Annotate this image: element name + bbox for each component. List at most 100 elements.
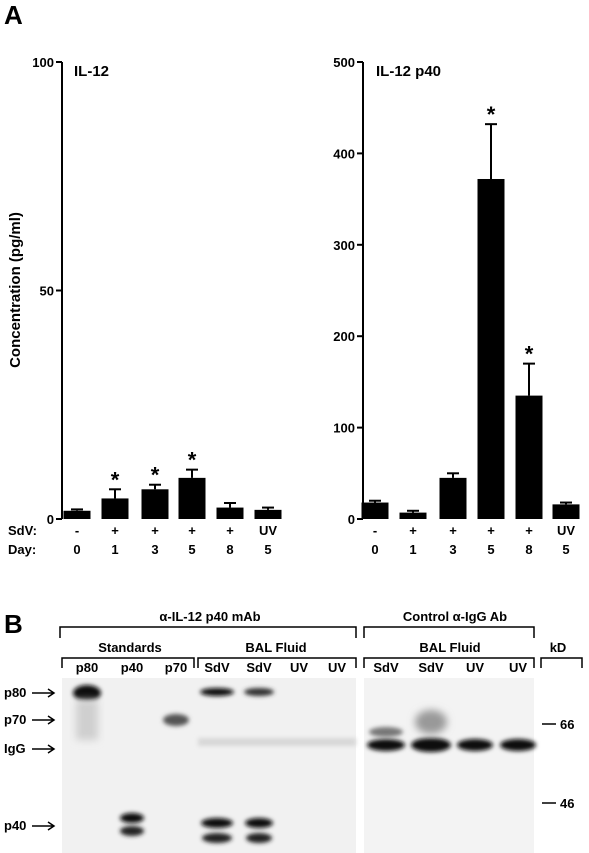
p40-significance-star: * (487, 102, 496, 127)
panel-a-label: A (4, 0, 23, 30)
group-standards: Standards (98, 640, 162, 655)
il12-sdv-label: + (111, 523, 119, 538)
bracket-standards (61, 657, 195, 668)
bracket-right (363, 626, 535, 638)
band-p40-standard-a (120, 813, 144, 823)
p40-title: IL-12 p40 (376, 63, 441, 80)
il12-bar (216, 507, 244, 519)
il12-bar (254, 509, 282, 519)
il12-y-label: Concentration (pg/ml) (7, 212, 24, 368)
kd-66-label: 66 (560, 717, 574, 732)
p40-y-tick-label: 500 (333, 55, 355, 70)
group-bal-left: BAL Fluid (245, 640, 306, 655)
p40-y-tick-label: 300 (333, 238, 355, 253)
blot-bands-right (367, 710, 536, 752)
il12-significance-star: * (188, 448, 197, 473)
il12-y-tick-label: 0 (47, 512, 54, 527)
smear-p80-standard (76, 700, 98, 740)
il12-significance-star: * (151, 463, 160, 488)
p40-y-tick-label: 400 (333, 146, 355, 161)
blot-panel: α-IL-12 p40 mAb Control α-IgG Ab Standar… (4, 609, 583, 853)
il12-day-label: 0 (73, 542, 80, 557)
il12-day-label: 1 (111, 542, 118, 557)
group-bal-right: BAL Fluid (419, 640, 480, 655)
lane-label-sdv-1: SdV (204, 660, 230, 675)
band-p40-sdv-2b (246, 833, 272, 843)
marker-p70-arrow (32, 715, 56, 725)
marker-p70: p70 (4, 712, 26, 727)
p40-bar (552, 504, 580, 519)
il12-sdv-label: + (188, 523, 196, 538)
band-upper-sdv-3 (369, 727, 403, 737)
il12-day-label: 5 (264, 542, 271, 557)
lane-label-sdv-3: SdV (373, 660, 399, 675)
p40-significance-star: * (525, 342, 534, 367)
band-p70-standard (163, 714, 189, 726)
il12-bar (101, 498, 129, 519)
sdv-row-label: SdV: (8, 523, 37, 538)
p40-bar (361, 502, 389, 519)
p40-y-tick-label: 0 (348, 512, 355, 527)
band-p40-sdv-1b (202, 833, 232, 843)
p40-day-label: 0 (371, 542, 378, 557)
band-p80-sdv-2 (244, 688, 274, 696)
il12-bar (63, 510, 91, 519)
p40-sdv-label: UV (557, 523, 575, 538)
p40-bar (399, 512, 427, 519)
p40-sdv-label: + (487, 523, 495, 538)
il12-day-label: 5 (188, 542, 195, 557)
marker-p40-arrow (32, 821, 56, 831)
p40-sdv-label: + (449, 523, 457, 538)
band-igg-faint (198, 738, 356, 746)
p40-day-label: 1 (409, 542, 416, 557)
bracket-kd (540, 657, 583, 668)
band-igg-sdv-4 (411, 738, 451, 752)
smear-sdv-4 (415, 710, 447, 734)
il12-sdv-label: - (75, 523, 79, 538)
p40-y-ticks: 0 100 200 300 400 500 (333, 55, 363, 527)
blot-membrane-right (364, 678, 534, 853)
kd-label: kD (550, 640, 567, 655)
bracket-bal-right (363, 657, 535, 668)
il12-bar (178, 477, 206, 519)
il12-day-label: 3 (151, 542, 158, 557)
p40-bar (477, 178, 505, 519)
il12-bar (141, 489, 169, 519)
p40-bars: - 0 +1 +3 * +5 * +8 UV 5 (361, 102, 580, 557)
p40-day-label: 5 (487, 542, 494, 557)
p40-sdv-label: + (409, 523, 417, 538)
p40-bar (515, 395, 543, 519)
day-row-label: Day: (8, 542, 36, 557)
p40-day-label: 5 (562, 542, 569, 557)
panel-b-label: B (4, 609, 23, 639)
chart-il12-p40: 0 100 200 300 400 500 IL-12 p40 - 0 +1 +3 * +5 * +8 U… (333, 55, 580, 557)
il12-y-ticks: 0 50 100 (32, 55, 62, 527)
il12-title: IL-12 (74, 63, 109, 80)
blot-bands-left (73, 685, 356, 843)
band-p80-sdv-1 (200, 688, 234, 696)
band-p80-standard (73, 685, 101, 701)
il12-sdv-label: + (226, 523, 234, 538)
marker-p80-arrow (32, 688, 56, 698)
lane-label-p40: p40 (121, 660, 143, 675)
p40-day-label: 8 (525, 542, 532, 557)
blot-header-right: Control α-IgG Ab (403, 609, 507, 624)
lane-label-uv-3: UV (466, 660, 484, 675)
bracket-left (59, 626, 357, 638)
p40-bar (439, 477, 467, 519)
lane-label-uv-4: UV (509, 660, 527, 675)
lane-label-p80: p80 (76, 660, 98, 675)
marker-p80: p80 (4, 685, 26, 700)
il12-sdv-label: UV (259, 523, 277, 538)
il12-sdv-label: + (151, 523, 159, 538)
kd-46-label: 46 (560, 796, 574, 811)
marker-p40: p40 (4, 818, 26, 833)
lane-label-sdv-2: SdV (246, 660, 272, 675)
band-p40-sdv-2a (245, 818, 273, 828)
blot-header-left: α-IL-12 p40 mAb (159, 609, 260, 624)
p40-day-label: 3 (449, 542, 456, 557)
lane-label-uv-2: UV (328, 660, 346, 675)
lane-label-uv-1: UV (290, 660, 308, 675)
chart-il12: 0 50 100 IL-12 Concentration (pg/ml) - 0 * +1… (7, 55, 282, 557)
